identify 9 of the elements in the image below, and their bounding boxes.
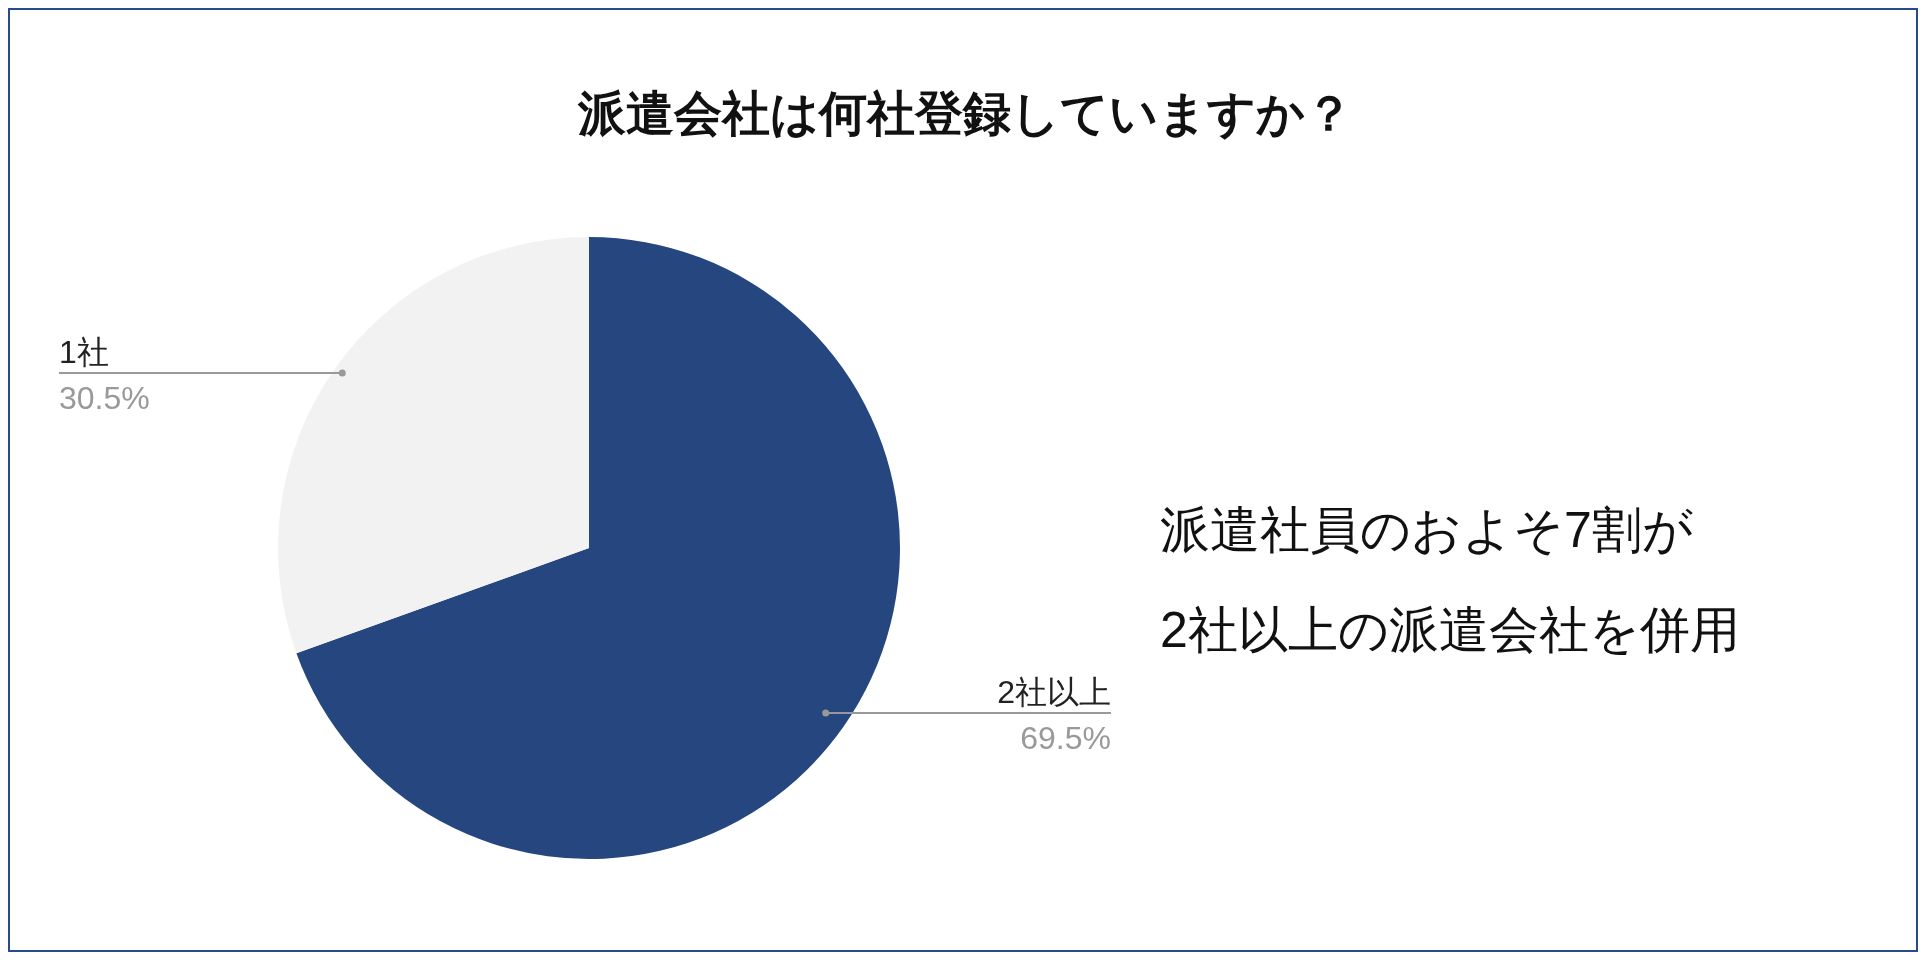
slice-label: 1社 (59, 334, 109, 371)
chart-title: 派遣会社は何社登録していますか？ (576, 86, 1354, 142)
text: 2社以上の派遣会社を併用 (1160, 601, 1740, 660)
pie-slice (296, 237, 900, 859)
text: 派遣社員のおよそ7割が (1160, 501, 1694, 560)
data-label: 30.5% (59, 380, 150, 417)
pie-slice (278, 237, 589, 654)
slice-label: 2社以上 (997, 673, 1111, 710)
data-label: 69.5% (1020, 719, 1111, 756)
